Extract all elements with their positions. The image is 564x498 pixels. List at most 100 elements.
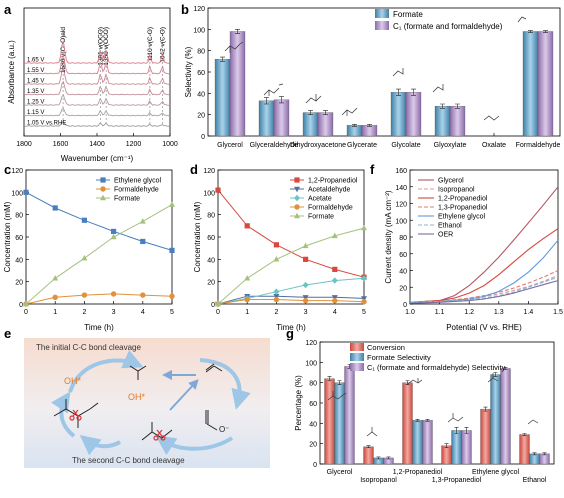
legend-label: Acetaldehyde xyxy=(308,187,351,194)
y-tick-label: 0 xyxy=(201,134,205,141)
x-tick-label: 1.0 xyxy=(405,309,415,316)
bar-c1 xyxy=(317,112,334,137)
data-point xyxy=(302,297,309,304)
category-label: Ethanol xyxy=(523,477,547,484)
x-tick-label: 1800 xyxy=(16,141,32,148)
y-tick-label: 20 xyxy=(197,113,205,120)
x-tick-label: 1.1 xyxy=(435,309,445,316)
x-tick-label: 5 xyxy=(170,309,174,316)
data-point xyxy=(81,255,88,261)
category-label: Glycerate xyxy=(347,142,377,149)
legend-marker xyxy=(100,194,106,201)
cycle-arrow-bottom xyxy=(155,435,234,455)
data-point xyxy=(244,275,251,281)
bar-c1-selectivity xyxy=(422,420,433,465)
error-bar xyxy=(337,380,342,385)
trace-label: 1.05 V vs.RHE xyxy=(27,121,66,127)
series-line xyxy=(25,191,173,251)
series-line xyxy=(25,204,173,305)
x-tick-label: 1 xyxy=(53,309,57,316)
y-tick-label: 80 xyxy=(207,213,215,220)
y-tick-label: 120 xyxy=(11,168,23,175)
x-axis-label: Potential (V vs. RHE) xyxy=(446,323,522,332)
y-tick-label: 60 xyxy=(399,252,407,259)
data-point xyxy=(23,300,29,307)
legend-marker xyxy=(294,204,300,210)
data-point xyxy=(273,288,280,295)
x-tick-label: 3 xyxy=(304,309,308,316)
panel-label-b: b xyxy=(181,2,189,17)
error-bar xyxy=(264,97,269,105)
data-point xyxy=(110,291,117,297)
error-bar xyxy=(366,445,371,449)
data-point xyxy=(244,223,250,229)
bar-formate-selectivity xyxy=(451,430,462,465)
trace-label: 1.65 V xyxy=(27,58,44,64)
legend-label: 1,2-Propanediol xyxy=(438,196,488,203)
data-point xyxy=(302,242,309,249)
cycle-arrow-right xyxy=(199,358,251,410)
x-tick-label: 1400 xyxy=(89,141,105,148)
legend-label-formate: Formate Selectivity xyxy=(367,353,431,362)
error-bar xyxy=(503,367,508,370)
error-bar xyxy=(493,372,498,377)
legend: Formate C₁ (formate and formaldehyde) xyxy=(375,9,503,31)
spectrum-trace xyxy=(23,107,171,117)
error-bar xyxy=(411,88,416,96)
data-point xyxy=(52,205,58,211)
legend-label: Formaldehyde xyxy=(114,187,159,194)
data-point xyxy=(52,275,59,281)
x-tick-label: 1200 xyxy=(126,141,142,148)
data-point xyxy=(303,256,309,262)
formaldehyde-hydrate-structure xyxy=(129,365,147,380)
y-tick-label: 120 xyxy=(203,168,215,175)
bar-conversion xyxy=(519,434,530,465)
y-tick-label: 100 xyxy=(193,27,205,34)
error-bar xyxy=(425,418,430,422)
legend: Conversion Formate Selectivity C₁ (forma… xyxy=(350,343,506,372)
y-tick-label: 20 xyxy=(399,285,407,292)
y-tick-label: 80 xyxy=(15,213,23,220)
error-bar xyxy=(415,418,420,422)
data-point xyxy=(169,293,175,299)
y-tick-label: 60 xyxy=(207,235,215,242)
trace-label: 1.55 V xyxy=(27,68,44,74)
category-label: 1,3-Propanediol xyxy=(432,477,482,484)
data-point xyxy=(273,293,280,300)
y-axis-label: Current density (mA cm⁻²) xyxy=(384,190,393,283)
error-bar xyxy=(308,110,313,115)
y-axis-label: Absorbance (a.u.) xyxy=(7,40,16,104)
category-label: Ethylene glycol xyxy=(472,469,520,476)
lsv-curve xyxy=(409,228,559,303)
error-bar xyxy=(235,29,240,34)
spectrum-trace xyxy=(23,121,171,127)
y-tick-label: 40 xyxy=(309,421,317,428)
y-tick-label: 0 xyxy=(19,302,23,309)
spectrum-trace xyxy=(23,39,171,64)
data-point xyxy=(140,292,146,298)
lsv-curve xyxy=(409,239,559,303)
cycle-arrow-left xyxy=(51,391,76,438)
data-point xyxy=(52,294,58,300)
category-label: Isopropanol xyxy=(360,477,397,484)
bar-conversion xyxy=(402,382,413,465)
legend-marker xyxy=(100,177,106,183)
y-tick-label: 40 xyxy=(15,257,23,264)
data-point xyxy=(331,295,338,301)
molecule-structures xyxy=(327,373,539,437)
band-label: 1381 ν(OCO) xyxy=(97,27,104,66)
x-tick-label: 1.3 xyxy=(494,309,504,316)
bar-formate xyxy=(522,31,539,137)
series-line xyxy=(217,227,365,305)
bar-formate xyxy=(258,100,275,137)
legend-label: Formaldehyde xyxy=(308,205,353,212)
x-tick-label: 4 xyxy=(141,309,145,316)
bar-c1-selectivity xyxy=(500,368,511,465)
data-point xyxy=(331,277,338,284)
y-tick-label: 20 xyxy=(309,442,317,449)
band-label: 1350 ν(OCO) xyxy=(103,27,110,66)
data-point xyxy=(361,275,367,282)
error-bar xyxy=(483,406,488,412)
lsv-curve xyxy=(409,280,559,304)
data-point xyxy=(273,256,280,262)
